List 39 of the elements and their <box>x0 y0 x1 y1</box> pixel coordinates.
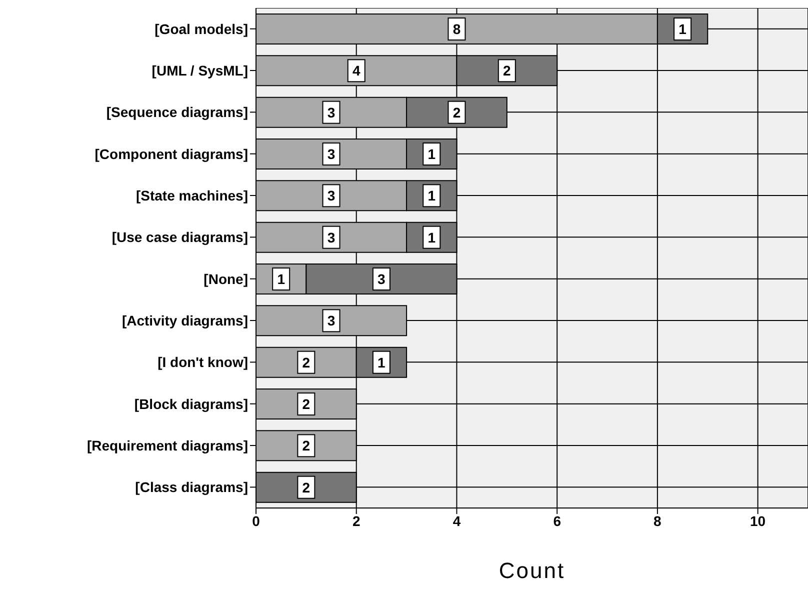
data-label: 1 <box>277 271 286 287</box>
data-label: 2 <box>302 396 310 412</box>
x-tick-label: 6 <box>553 512 562 529</box>
data-label: 1 <box>428 146 436 162</box>
y-tick-label: [Goal models] <box>154 20 248 37</box>
data-label: 3 <box>327 312 336 329</box>
y-tick-label: [Requirement diagrams] <box>86 437 248 454</box>
data-label: 1 <box>428 188 436 204</box>
x-axis-title: Count <box>498 558 566 583</box>
data-label: 1 <box>428 229 436 246</box>
data-label: 2 <box>302 354 310 370</box>
data-label: 2 <box>452 104 461 120</box>
data-label: 3 <box>327 146 336 162</box>
x-tick-label: 8 <box>654 512 662 529</box>
data-label: 4 <box>352 62 360 79</box>
data-label: 3 <box>327 188 336 204</box>
data-label: 2 <box>302 438 310 454</box>
y-tick-label: [Use case diagrams] <box>112 229 248 246</box>
data-label: 3 <box>327 104 336 120</box>
data-label: 3 <box>327 229 336 246</box>
y-tick-label: [Sequence diagrams] <box>106 104 248 120</box>
x-tick-label: 4 <box>452 512 461 529</box>
y-tick-label: [UML / SysML] <box>152 62 248 78</box>
y-tick-label: [Block diagrams] <box>134 396 248 412</box>
data-label: 3 <box>378 271 386 287</box>
y-tick-label: [State machines] <box>136 187 248 204</box>
x-tick-label: 2 <box>352 512 360 529</box>
data-label: 1 <box>678 21 687 37</box>
y-tick-label: [Component diagrams] <box>94 146 248 162</box>
y-tick-label: [None] <box>204 270 248 287</box>
y-tick-label: [I don't know] <box>158 354 248 370</box>
data-label: 1 <box>378 354 386 370</box>
y-tick-label: [Activity diagrams] <box>122 312 248 328</box>
x-tick-label: 10 <box>750 512 766 529</box>
y-tick-label: [Class diagrams] <box>135 479 248 496</box>
x-tick-label: 0 <box>252 512 260 529</box>
data-label: 8 <box>452 21 461 37</box>
data-label: 2 <box>302 479 310 496</box>
data-label: 2 <box>503 62 512 79</box>
